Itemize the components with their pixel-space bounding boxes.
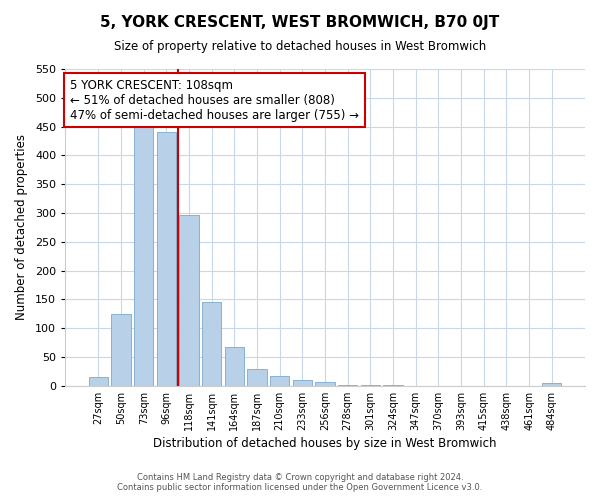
Text: Contains HM Land Registry data © Crown copyright and database right 2024.
Contai: Contains HM Land Registry data © Crown c…: [118, 473, 482, 492]
Text: 5, YORK CRESCENT, WEST BROMWICH, B70 0JT: 5, YORK CRESCENT, WEST BROMWICH, B70 0JT: [100, 15, 500, 30]
Bar: [247, 368, 266, 386]
Bar: [225, 346, 244, 386]
Bar: [383, 385, 403, 386]
Bar: [542, 383, 562, 386]
Bar: [89, 377, 108, 386]
Bar: [202, 302, 221, 386]
Bar: [316, 382, 335, 386]
Bar: [293, 380, 312, 386]
Bar: [112, 314, 131, 386]
Bar: [361, 385, 380, 386]
Y-axis label: Number of detached properties: Number of detached properties: [15, 134, 28, 320]
Bar: [157, 132, 176, 386]
Text: 5 YORK CRESCENT: 108sqm
← 51% of detached houses are smaller (808)
47% of semi-d: 5 YORK CRESCENT: 108sqm ← 51% of detache…: [70, 78, 359, 122]
Text: Size of property relative to detached houses in West Bromwich: Size of property relative to detached ho…: [114, 40, 486, 53]
Bar: [270, 376, 289, 386]
Bar: [179, 214, 199, 386]
Bar: [134, 126, 154, 386]
Bar: [338, 384, 358, 386]
X-axis label: Distribution of detached houses by size in West Bromwich: Distribution of detached houses by size …: [153, 437, 497, 450]
